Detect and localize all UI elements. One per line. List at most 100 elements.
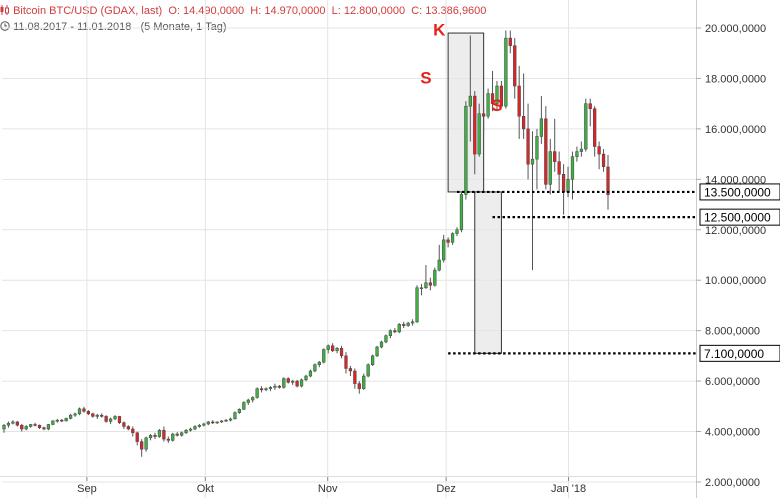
y-tick-label: 16.000,0000 (705, 124, 766, 136)
candlestick (419, 283, 424, 296)
candlestick (428, 277, 432, 291)
candlestick (259, 386, 264, 393)
level-tag (699, 183, 780, 201)
candlestick (242, 401, 246, 411)
candlestick (206, 420, 210, 426)
candle-body (521, 116, 526, 130)
candle-body (513, 45, 517, 87)
candlestick (180, 431, 184, 437)
highlight-boxes (447, 32, 502, 354)
candlestick (331, 343, 335, 353)
candle-body (446, 239, 450, 243)
candlestick (579, 141, 583, 157)
candle-body (490, 93, 495, 104)
candlestick (282, 377, 286, 389)
candle-body (188, 428, 193, 431)
candlestick (397, 323, 401, 334)
candle-body (464, 105, 468, 195)
level-tag (699, 344, 780, 362)
candle-body (42, 427, 46, 430)
candle-body (553, 151, 557, 162)
candle-body (206, 421, 210, 425)
candlestick (113, 415, 117, 421)
candle-body (33, 424, 37, 426)
candlestick (508, 30, 512, 54)
candlestick (393, 328, 397, 334)
y-tick-label: 12.000,0000 (705, 225, 766, 237)
candle-body (508, 37, 512, 46)
candle-body (530, 158, 535, 165)
candlestick (490, 70, 495, 112)
candlestick (193, 425, 197, 431)
candlestick (588, 98, 592, 127)
candlestick (219, 420, 224, 423)
level-tag (699, 208, 780, 226)
candlestick (162, 426, 166, 442)
candle-body (268, 387, 273, 389)
candlestick (433, 267, 437, 287)
candle-body (255, 388, 259, 398)
open-value: O: 14.490,0000 (168, 5, 245, 17)
candlestick-series (2, 30, 610, 457)
candlestick (593, 106, 597, 157)
candlestick (2, 423, 6, 433)
candle-body (259, 388, 264, 391)
candle-body (2, 424, 6, 430)
candlestick (131, 426, 135, 437)
candlestick (153, 432, 157, 440)
y-tick-label: 14.000,0000 (705, 174, 766, 186)
candlestick (339, 345, 344, 359)
candlestick (197, 423, 202, 428)
candlestick (255, 387, 259, 399)
highlight-box (474, 191, 502, 354)
candle-body (379, 341, 384, 348)
candlestick (64, 417, 68, 422)
candle-body (375, 346, 379, 357)
candle-body (64, 418, 68, 422)
candlestick (495, 80, 499, 112)
candle-body (86, 411, 91, 415)
candle-body (144, 437, 148, 450)
candle-body (557, 161, 561, 175)
candle-body (184, 430, 188, 434)
candle-body (579, 148, 583, 152)
candle-body (459, 194, 464, 231)
candlestick (73, 412, 77, 417)
candle-body (308, 370, 313, 377)
x-tick-label: Sep (77, 483, 97, 495)
candlestick (299, 378, 304, 388)
close-value: C: 13.386,9600 (411, 5, 487, 17)
candle-body (104, 416, 108, 422)
candlestick (29, 423, 33, 428)
candle-body (55, 419, 59, 422)
x-tick-label: Dez (436, 483, 456, 495)
low-value: L: 12.800,0000 (331, 5, 406, 17)
candlestick (86, 410, 91, 416)
candle-body (148, 435, 153, 439)
candle-body (393, 330, 397, 333)
candle-body (157, 430, 162, 437)
candle-body (166, 438, 170, 441)
candlestick (15, 420, 19, 427)
candle-body (601, 153, 606, 167)
y-axis: 2.000,0000 4.000,0000 6.000,0000 8.000,0000… (696, 0, 766, 498)
candlestick-chart-icon (0, 5, 13, 17)
candlestick (450, 232, 455, 245)
candlestick (344, 352, 348, 374)
candlestick (553, 118, 557, 172)
y-tick-label: 6.000,0000 (705, 376, 760, 388)
candle-body (606, 166, 610, 196)
candlestick (353, 368, 357, 389)
candlestick (100, 413, 104, 418)
candle-body (95, 414, 99, 417)
candle-body (73, 413, 77, 416)
candle-body (228, 418, 233, 421)
candlestick (459, 191, 464, 233)
candlestick (348, 365, 353, 377)
level-lines: 13.500,0000 12.500,0000 7.100,0000 (448, 183, 780, 362)
candlestick (526, 103, 530, 180)
candlestick (455, 227, 459, 237)
candle-body (304, 375, 308, 381)
candlestick (486, 88, 490, 119)
